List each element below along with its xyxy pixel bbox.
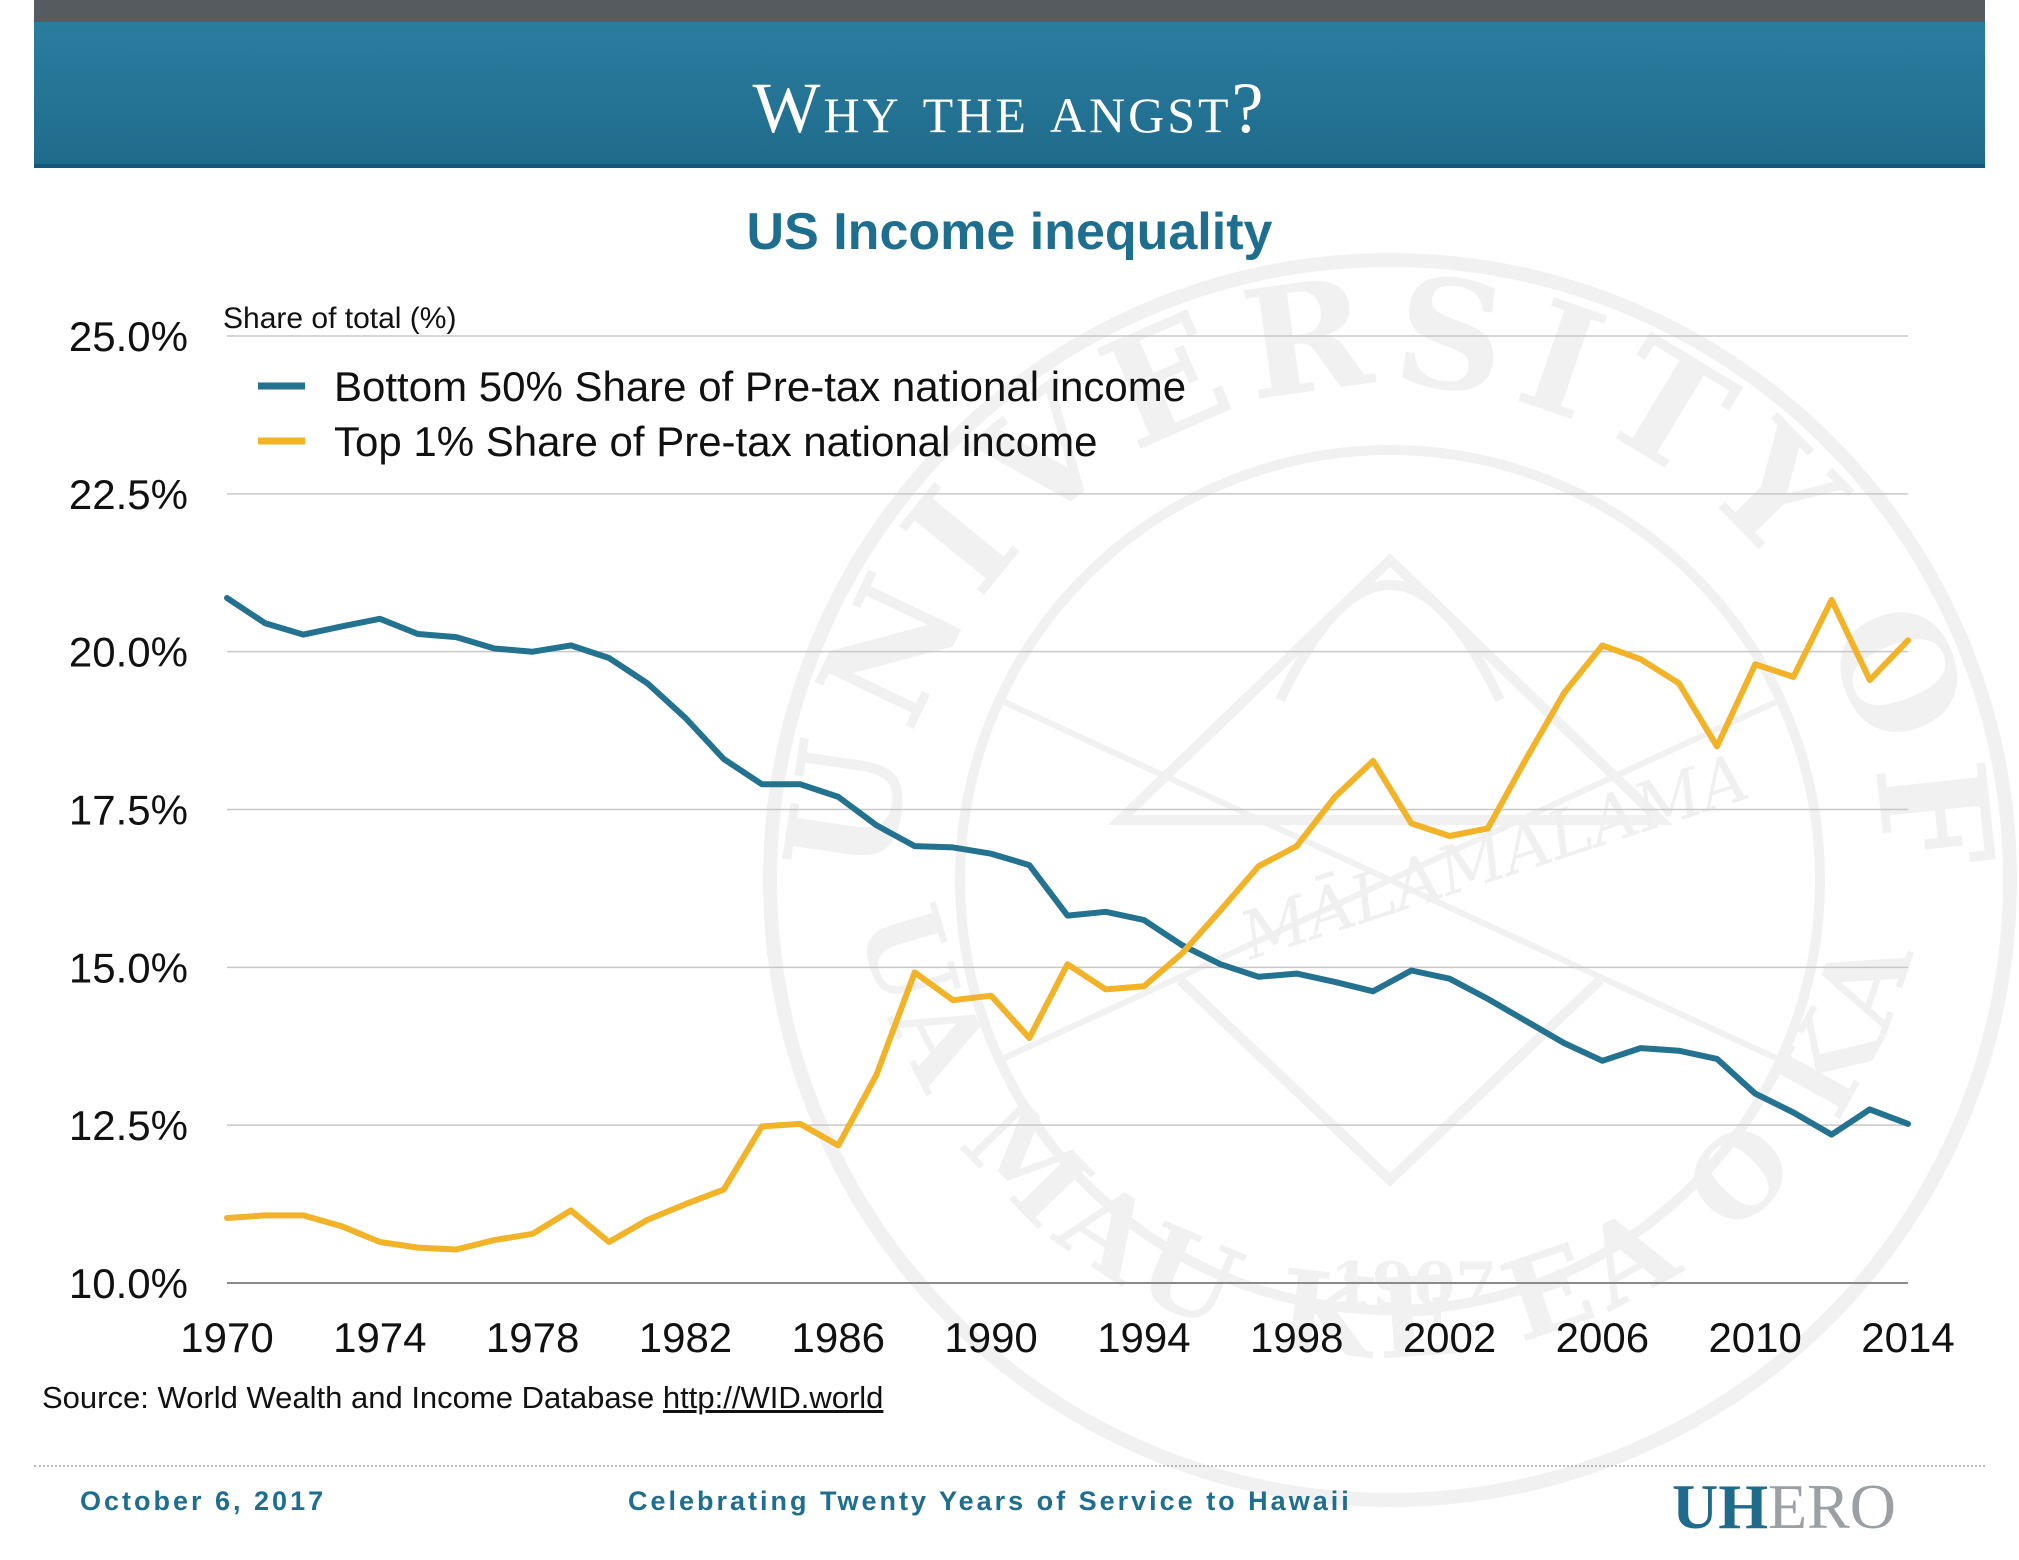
slide-title: Why the angst?	[752, 68, 1267, 148]
footer-divider	[34, 1465, 1985, 1467]
x-tick-label: 1978	[486, 1314, 579, 1361]
x-tick-label: 1986	[792, 1314, 885, 1361]
footer-date: October 6, 2017	[80, 1486, 327, 1516]
top-dark-strip	[34, 0, 1985, 22]
series-line-2	[224, 596, 1911, 1253]
x-tick-label: 1970	[180, 1314, 273, 1361]
x-tick-label: 2014	[1861, 1314, 1954, 1361]
y-tick-label: 22.5%	[69, 471, 188, 518]
x-tick-label: 1982	[639, 1314, 732, 1361]
x-tick-label: 2002	[1403, 1314, 1496, 1361]
chart-title: US Income inequality	[746, 203, 1273, 261]
x-tick-label: 1990	[944, 1314, 1037, 1361]
x-tick-label: 2006	[1556, 1314, 1649, 1361]
y-tick-label: 15.0%	[69, 944, 188, 991]
logo-primary: UH	[1672, 1471, 1768, 1542]
x-tick-label: 2010	[1708, 1314, 1801, 1361]
source-note: Source: World Wealth and Income Database…	[42, 1380, 883, 1416]
logo-secondary: ERO	[1768, 1471, 1896, 1542]
series-line-1	[224, 595, 1911, 1138]
uhero-logo: UHERO	[1672, 1475, 1896, 1539]
source-link[interactable]: http://WID.world	[662, 1380, 884, 1415]
x-tick-label: 1998	[1250, 1314, 1343, 1361]
x-tick-label: 1994	[1097, 1314, 1190, 1361]
header-banner: Why the angst?	[34, 22, 1985, 168]
y-tick-label: 12.5%	[69, 1102, 188, 1149]
legend-label-1: Bottom 50% Share of Pre-tax national inc…	[334, 363, 1186, 410]
legend-label-2: Top 1% Share of Pre-tax national income	[334, 418, 1097, 465]
y-tick-label: 17.5%	[69, 787, 188, 834]
y-tick-label: 20.0%	[69, 629, 188, 676]
y-tick-label: 10.0%	[69, 1260, 188, 1307]
footer-tagline: Celebrating Twenty Years of Service to H…	[628, 1486, 1352, 1516]
watermark-year: 1907	[1330, 1250, 1497, 1320]
y-tick-label: 25.0%	[69, 313, 188, 360]
source-text: Source: World Wealth and Income Database	[42, 1380, 663, 1415]
x-tick-label: 1974	[333, 1314, 426, 1361]
y-axis-label: Share of total (%)	[223, 302, 456, 335]
